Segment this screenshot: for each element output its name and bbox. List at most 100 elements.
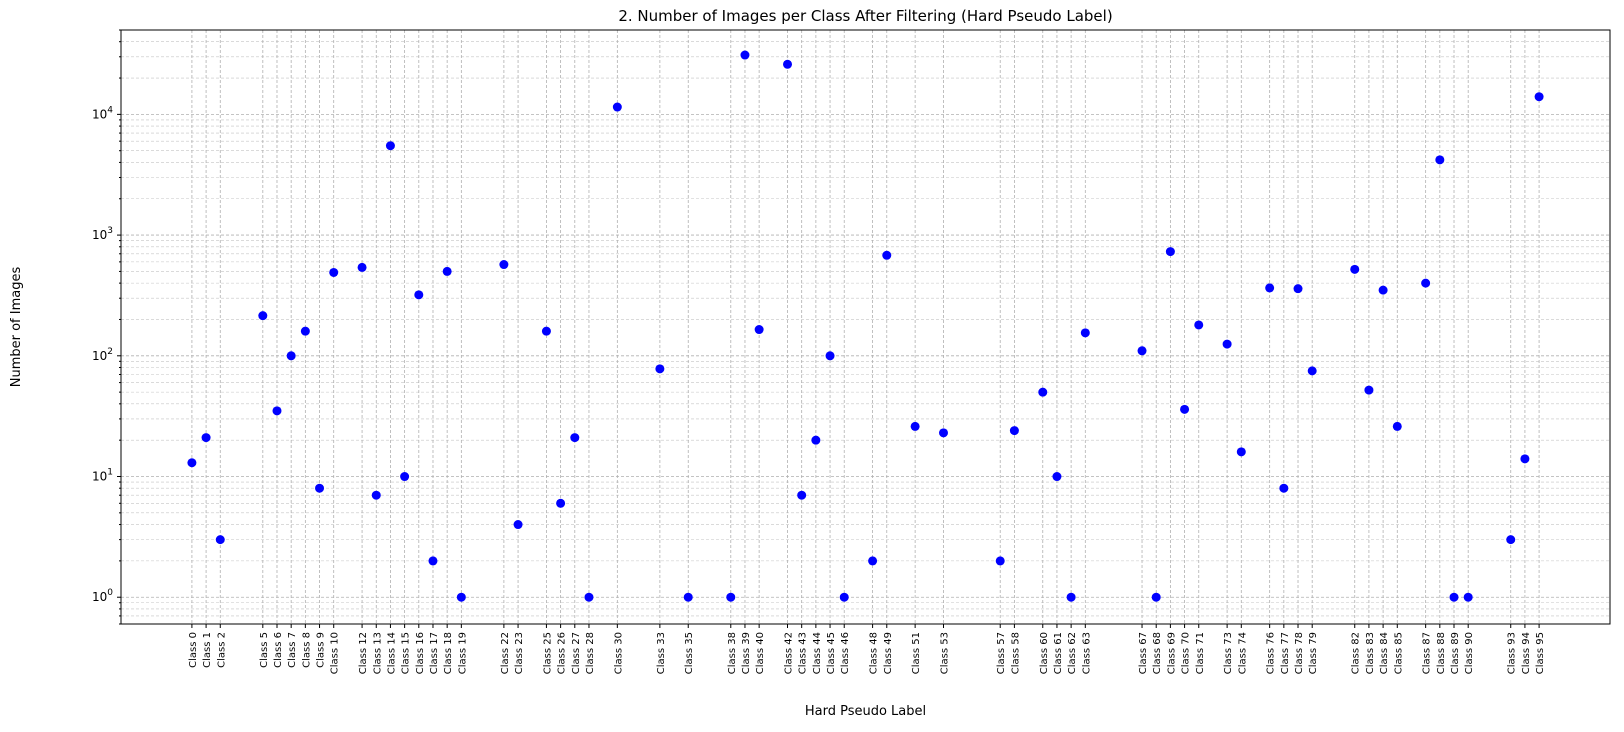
data-point xyxy=(1194,320,1204,330)
data-point xyxy=(1421,278,1431,288)
x-tick-label: Class 85 xyxy=(1393,632,1404,674)
data-point xyxy=(868,556,878,566)
x-tick-label: Class 22 xyxy=(500,632,511,674)
data-point xyxy=(825,351,835,361)
x-tick-label: Class 26 xyxy=(557,632,568,674)
y-tick-label: 102 xyxy=(92,347,113,363)
data-point xyxy=(995,556,1005,566)
data-points xyxy=(187,50,1544,602)
data-point xyxy=(938,428,948,438)
x-tick-label: Class 23 xyxy=(514,632,525,674)
data-point xyxy=(1506,535,1516,545)
x-tick-label: Class 74 xyxy=(1237,632,1248,674)
x-tick-label: Class 60 xyxy=(1039,632,1050,674)
data-point xyxy=(371,490,381,500)
data-point xyxy=(1307,366,1317,376)
data-point xyxy=(286,351,296,361)
x-tick-label: Class 68 xyxy=(1152,632,1163,674)
x-tick-label: Class 48 xyxy=(869,632,880,674)
data-point xyxy=(456,592,466,602)
data-point xyxy=(428,556,438,566)
data-point xyxy=(201,433,211,443)
x-tick-label: Class 39 xyxy=(741,632,752,674)
data-point xyxy=(357,262,367,272)
x-tick-label: Class 63 xyxy=(1081,632,1092,674)
data-point xyxy=(740,50,750,60)
data-point xyxy=(258,311,268,321)
x-tick-label: Class 89 xyxy=(1450,632,1461,674)
x-tick-label: Class 18 xyxy=(443,632,454,674)
x-tick-label: Class 43 xyxy=(798,632,809,674)
data-point xyxy=(1265,283,1275,293)
x-tick-label: Class 38 xyxy=(727,632,738,674)
x-tick-label: Class 35 xyxy=(684,632,695,674)
y-tick-label: 104 xyxy=(92,105,113,121)
x-tick-label: Class 77 xyxy=(1280,632,1291,674)
x-tick-label: Class 58 xyxy=(1010,632,1021,674)
x-tick-label: Class 44 xyxy=(812,632,823,674)
data-point xyxy=(1520,454,1530,464)
data-point xyxy=(513,520,523,530)
x-tick-label: Class 42 xyxy=(784,632,795,674)
x-tick-label: Class 69 xyxy=(1166,632,1177,674)
data-point xyxy=(783,59,793,69)
data-point xyxy=(839,592,849,602)
data-point xyxy=(541,326,551,336)
data-point xyxy=(1222,339,1232,349)
chart-title: 2. Number of Images per Class After Filt… xyxy=(618,7,1112,25)
x-tick-label: Class 14 xyxy=(386,632,397,674)
x-tick-label: Class 5 xyxy=(259,632,270,668)
x-tick-label: Class 93 xyxy=(1507,632,1518,674)
x-tick-label: Class 8 xyxy=(301,632,312,668)
y-tick-label: 101 xyxy=(92,468,113,484)
data-point xyxy=(1080,328,1090,338)
data-point xyxy=(811,435,821,445)
data-point xyxy=(754,325,764,335)
x-tick-label: Class 30 xyxy=(613,632,624,674)
data-point xyxy=(556,498,566,508)
data-point xyxy=(612,102,622,112)
data-point xyxy=(1364,385,1374,395)
data-point xyxy=(315,483,325,493)
x-tick-label: Class 19 xyxy=(457,632,468,674)
x-tick-label: Class 17 xyxy=(429,632,440,674)
data-point xyxy=(499,260,509,270)
y-axis-label: Number of Images xyxy=(9,267,24,388)
x-tick-label: Class 33 xyxy=(656,632,667,674)
data-point xyxy=(1137,346,1147,356)
x-tick-label: Class 10 xyxy=(330,632,341,674)
data-point xyxy=(655,364,665,374)
data-point xyxy=(1009,426,1019,436)
x-tick-label: Class 95 xyxy=(1535,632,1546,674)
data-point xyxy=(726,592,736,602)
data-point xyxy=(1534,92,1544,102)
data-point xyxy=(414,290,424,300)
x-tick-label: Class 15 xyxy=(401,632,412,674)
x-axis-label: Hard Pseudo Label xyxy=(805,704,926,719)
x-tick-label: Class 62 xyxy=(1067,632,1078,674)
x-tick-label: Class 2 xyxy=(216,632,227,668)
data-point xyxy=(882,250,892,260)
data-point xyxy=(1279,483,1289,493)
x-tick-label: Class 45 xyxy=(826,632,837,674)
x-tick-label: Class 49 xyxy=(883,632,894,674)
data-point xyxy=(272,406,282,416)
data-point xyxy=(300,326,310,336)
data-point xyxy=(1293,284,1303,294)
data-point xyxy=(400,472,410,482)
y-tick-label: 100 xyxy=(92,588,113,604)
x-tick-label: Class 78 xyxy=(1294,632,1305,674)
x-tick-label: Class 61 xyxy=(1053,632,1064,674)
x-tick-label: Class 90 xyxy=(1464,632,1475,674)
grid-lines xyxy=(121,29,1610,625)
data-point xyxy=(1463,592,1473,602)
x-tick-label: Class 76 xyxy=(1266,632,1277,674)
x-tick-label: Class 25 xyxy=(542,632,553,674)
x-tick-label: Class 70 xyxy=(1181,632,1192,674)
data-point xyxy=(1180,404,1190,414)
x-tick-label: Class 84 xyxy=(1379,632,1390,674)
x-tick-label: Class 57 xyxy=(996,632,1007,674)
data-point xyxy=(329,267,339,277)
